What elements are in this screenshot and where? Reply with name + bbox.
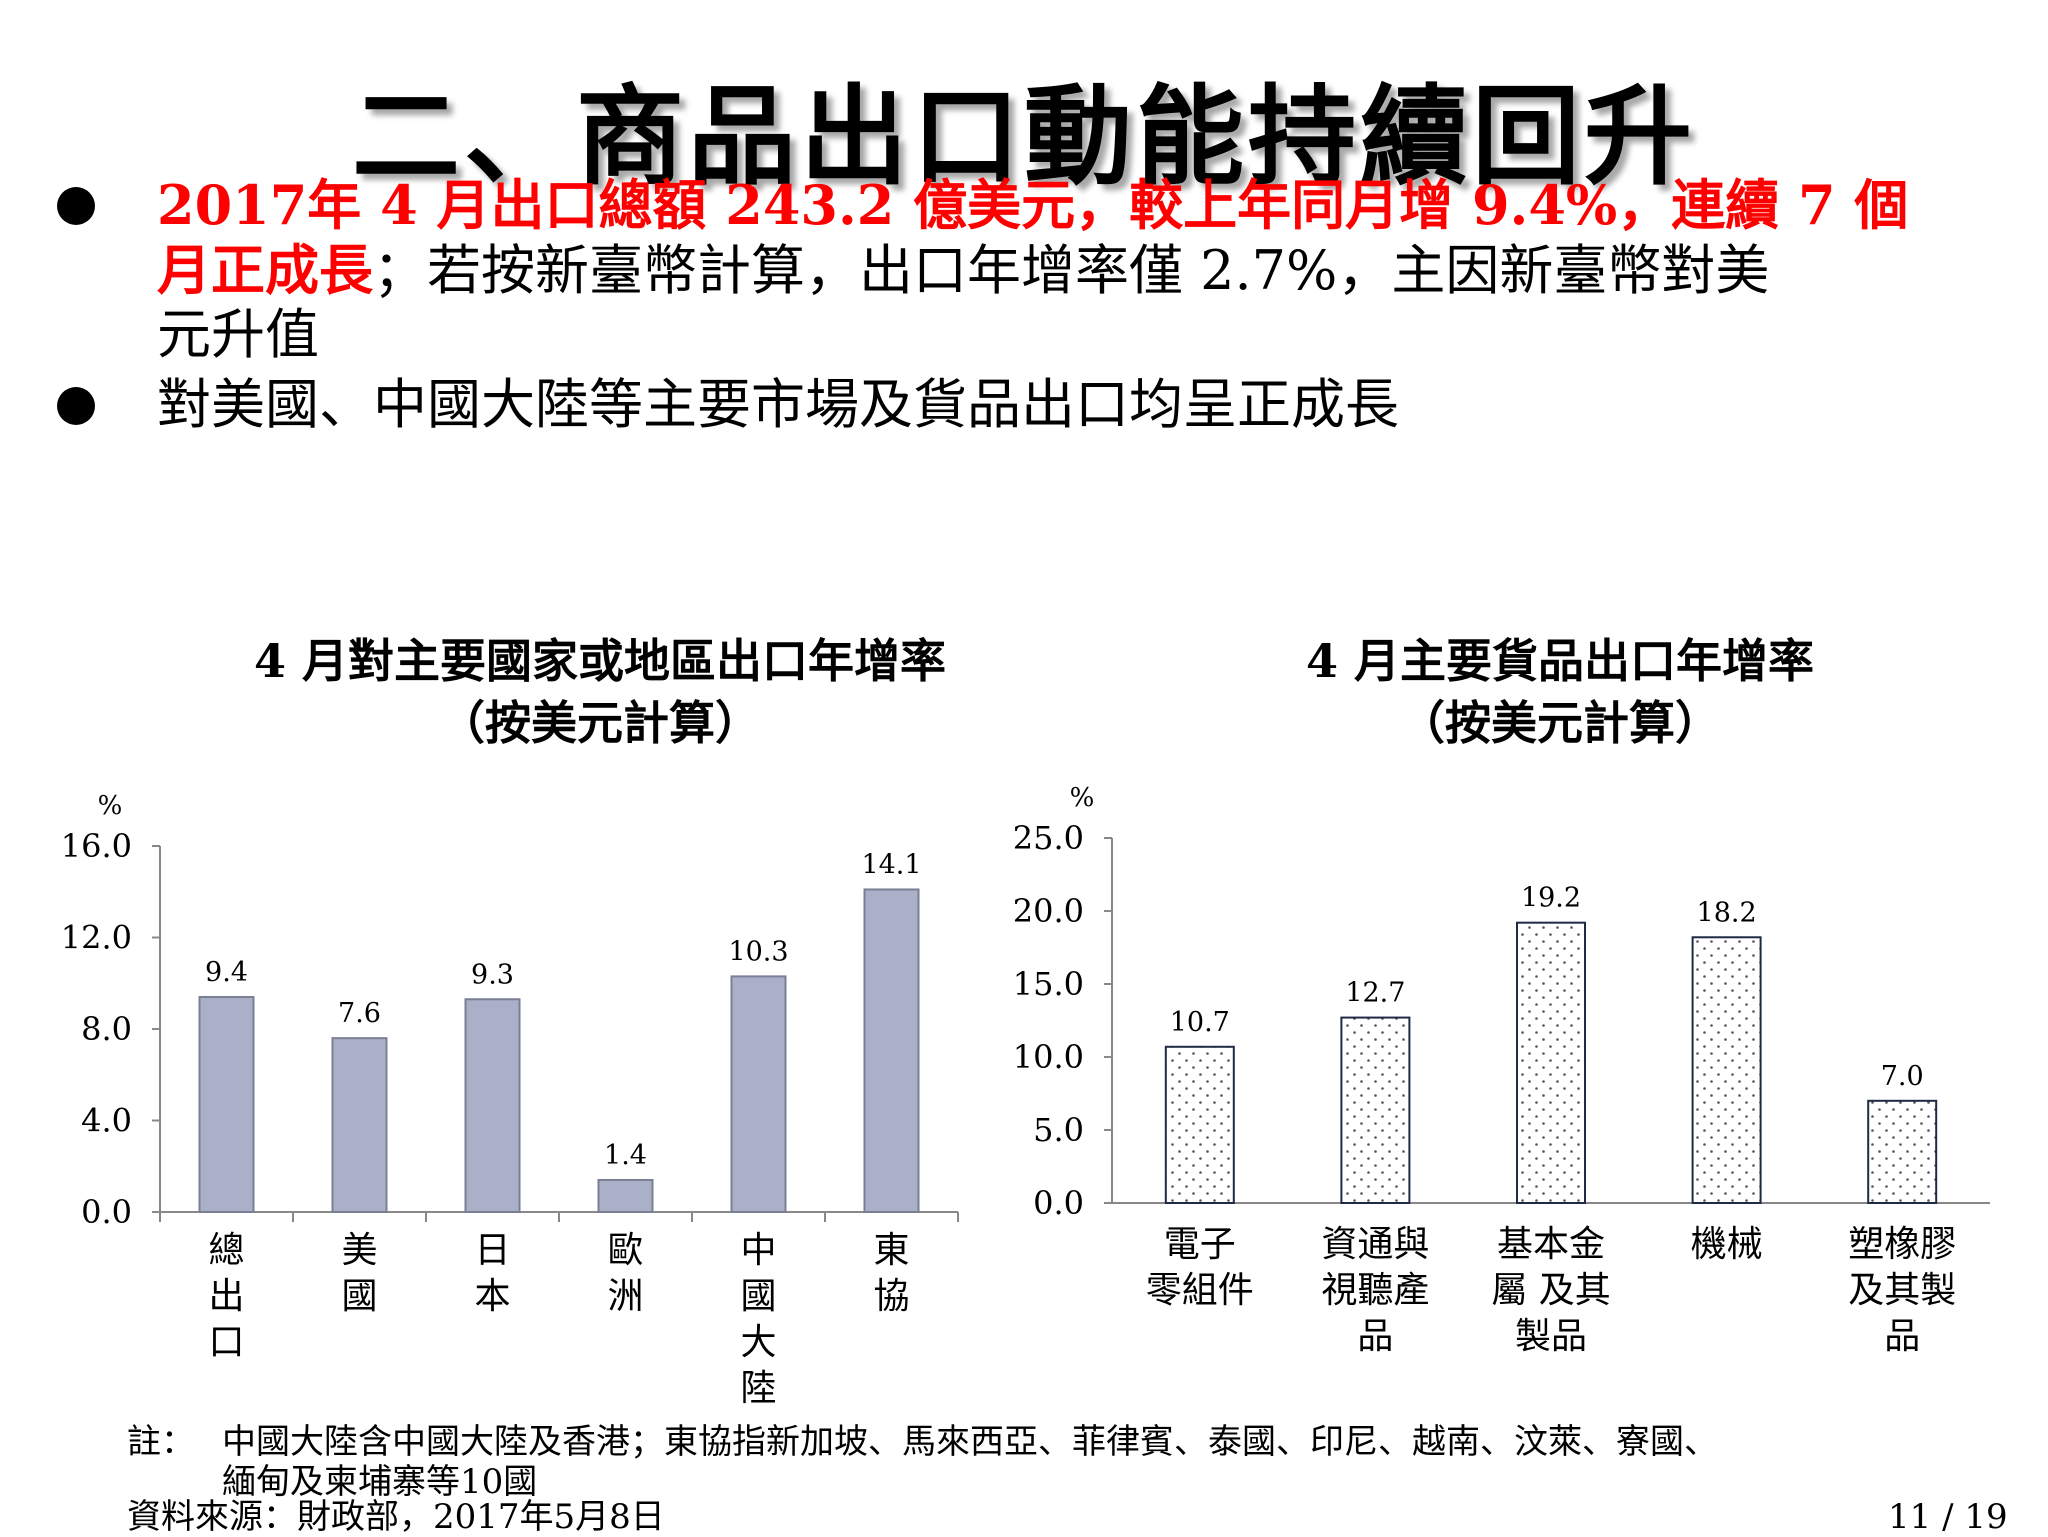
y-tick-label: 10.0 [1013,1038,1084,1076]
data-label: 9.4 [205,957,248,988]
category-label: 日 [474,1230,510,1271]
category-label: 東 [873,1230,909,1271]
bullet-2-text: 對美國、中國大陸等主要市場及貨品出口均呈正成長 [157,373,1399,436]
bullet-icon [57,387,95,425]
bullet-icon [57,187,95,225]
category-label: 中 [740,1230,776,1271]
footnote-line-2: 緬甸及柬埔寨等10國 [222,1462,538,1502]
data-label: 10.7 [1170,1007,1230,1038]
chart-1-title: 4 月對主要國家或地區出口年增率 （按美元計算） [253,634,947,750]
y-tick-label: 0.0 [1033,1184,1084,1222]
y-tick-label: 16.0 [61,827,132,865]
bullet-1-highlight: 2017年 4 月出口總額 243.2 億美元，較上年同月增 9.4%，連續 7… [157,173,1909,237]
data-label: 7.0 [1881,1061,1924,1092]
bullet-1-highlight-end: 月正成長 [157,238,373,302]
category-label: 大 [740,1322,776,1363]
y-tick-label: 12.0 [61,919,132,957]
chart-country-growth: 0.04.08.012.016.0%9.4總出口7.6美國9.3日本1.4歐洲1… [61,791,959,1409]
category-label: 出 [208,1276,244,1317]
category-label: 製品 [1515,1316,1587,1357]
bar [464,998,521,1214]
category-label: 總 [208,1230,244,1271]
bar [1867,1099,1938,1205]
data-label: 19.2 [1521,883,1581,914]
bullet-1-line-2: 月正成長；若按新臺幣計算，出口年增率僅 2.7%，主因新臺幣對美 [157,227,1769,314]
footnote-label: 註： [127,1422,195,1462]
page-number: 11 / 19 [1888,1497,2008,1537]
category-label: 國 [740,1276,776,1317]
data-label: 9.3 [471,959,514,990]
category-label: 品 [1884,1316,1920,1357]
bar [331,1037,388,1214]
category-label: 零組件 [1146,1270,1254,1311]
y-unit-label: % [1070,783,1095,813]
y-tick-label: 25.0 [1013,819,1084,857]
bar [198,995,255,1213]
category-label: 協 [873,1276,909,1317]
category-label: 機械 [1691,1224,1763,1265]
category-label: 資通與 [1321,1224,1429,1265]
chart-2-title: 4 月主要貨品出口年增率 （按美元計算） [1305,634,1815,750]
category-label: 歐 [607,1230,643,1271]
footnote-line-1: 中國大陸含中國大陸及香港；東協指新加坡、馬來西亞、菲律賓、泰國、印尼、越南、汶萊… [222,1422,1718,1462]
data-label: 1.4 [604,1140,647,1171]
bar [1164,1045,1235,1205]
bullet-1-line-3: 元升值 [157,303,319,366]
y-tick-label: 0.0 [81,1193,132,1231]
bar [1340,1016,1411,1205]
y-tick-label: 20.0 [1013,892,1084,930]
data-label: 7.6 [338,998,381,1029]
category-label: 視聽產 [1321,1270,1429,1311]
bullet-1-line-1: 2017年 4 月出口總額 243.2 億美元，較上年同月增 9.4%，連續 7… [157,162,1908,249]
category-label: 本 [474,1276,510,1317]
data-source: 資料來源：財政部，2017年5月8日 [127,1497,665,1537]
category-label: 屬 及其 [1491,1270,1610,1311]
bar [863,888,920,1214]
bar [597,1178,654,1213]
category-label: 電子 [1164,1224,1236,1265]
category-label: 品 [1357,1316,1393,1357]
y-tick-label: 8.0 [81,1010,132,1048]
bar [1516,921,1586,1204]
bullet-1-text: ；若按新臺幣計算，出口年增率僅 2.7%，主因新臺幣對美 [373,239,1770,302]
y-unit-label: % [98,791,123,821]
y-tick-label: 15.0 [1013,965,1084,1003]
data-label: 12.7 [1345,978,1405,1009]
category-label: 口 [208,1322,244,1363]
category-label: 陸 [740,1368,776,1409]
y-tick-label: 5.0 [1033,1111,1084,1149]
category-label: 塑橡膠 [1848,1224,1956,1265]
data-label: 10.3 [728,936,788,967]
y-tick-label: 4.0 [81,1102,132,1140]
category-label: 及其製 [1848,1270,1956,1311]
category-label: 美 [341,1230,377,1271]
category-label: 洲 [607,1276,643,1317]
data-label: 18.2 [1697,897,1757,928]
bar [730,975,787,1214]
bar [1691,936,1762,1205]
slide-title: 二、商品出口動能持續回升 [351,74,1696,200]
data-label: 14.1 [861,849,921,880]
category-label: 基本金 [1497,1224,1605,1265]
category-label: 國 [341,1276,377,1317]
